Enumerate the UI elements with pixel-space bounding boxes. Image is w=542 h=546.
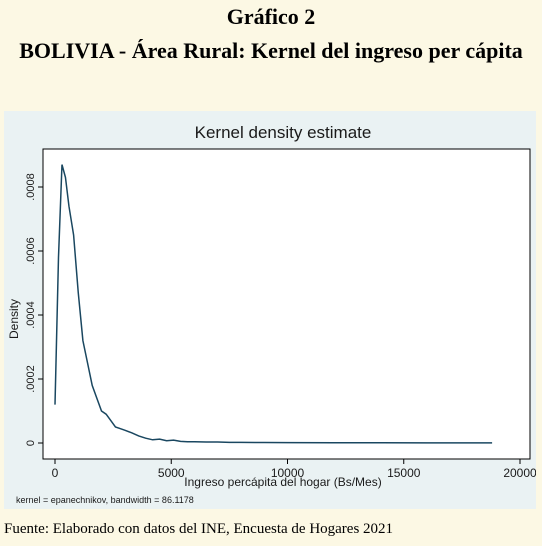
kernel-density-chart: Kernel density estimate 0 .0002 .0004 .0006…: [4, 111, 536, 509]
x-axis: 0 5000 10000 15000 20000: [52, 459, 536, 480]
x-tick-label: 10000: [271, 466, 305, 480]
y-axis: 0 .0002 .0004 .0006 .0008: [25, 173, 43, 446]
y-tick-label: 0: [25, 440, 37, 446]
source-note: Fuente: Elaborado con datos del INE, Enc…: [4, 521, 394, 537]
plot-area: [42, 148, 531, 460]
y-tick-label: .0008: [25, 173, 37, 201]
x-tick-label: 0: [52, 466, 59, 480]
x-tick-label: 20000: [503, 466, 536, 480]
x-axis-label: Ingreso percápita del hogar (Bs/Mes): [184, 475, 381, 489]
y-tick-label: .0006: [25, 237, 37, 265]
figure-number: Gráfico 2: [226, 4, 316, 29]
figure-title: BOLIVIA - Área Rural: Kernel del ingreso…: [19, 38, 523, 63]
density-line: [54, 164, 493, 444]
y-tick-label: .0004: [25, 301, 37, 329]
chart-title: Kernel density estimate: [195, 123, 372, 142]
y-axis-label: Density: [7, 299, 21, 339]
x-tick-label: 5000: [158, 466, 185, 480]
kernel-note: kernel = epanechnikov, bandwidth = 86.11…: [16, 495, 194, 505]
y-tick-label: .0002: [25, 365, 37, 393]
x-tick-label: 15000: [387, 466, 421, 480]
chart-panel: Kernel density estimate 0 .0002 .0004 .0006…: [4, 111, 536, 509]
